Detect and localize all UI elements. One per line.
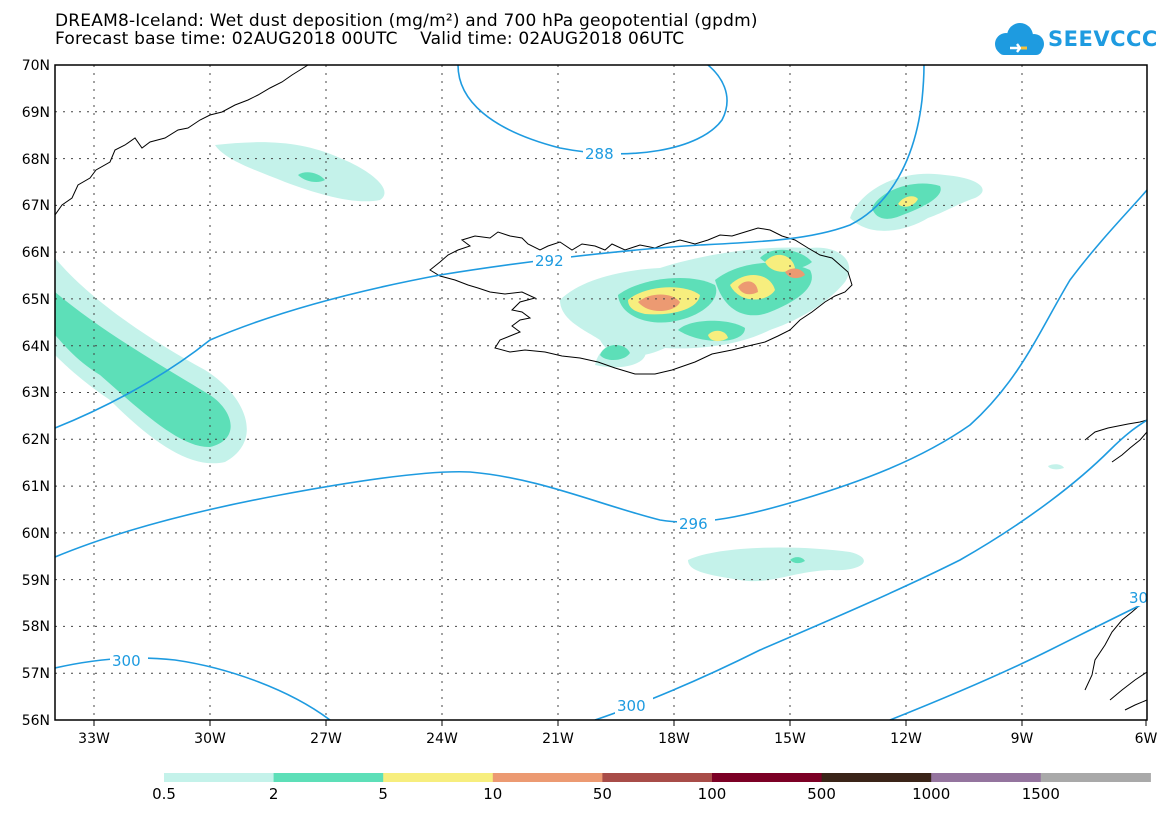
lat-label: 68N	[22, 152, 50, 168]
legend-swatch	[383, 773, 494, 782]
greenland-coast	[55, 65, 309, 216]
dust-patch	[738, 281, 758, 295]
lat-label: 63N	[22, 385, 50, 401]
legend-swatch	[931, 773, 1042, 782]
colorbar-legend: 0.5 2 5 10 50 100 500 1000 1500	[152, 773, 1151, 803]
legend-label: 2	[269, 785, 279, 803]
lon-label: 27W	[310, 731, 342, 747]
legend-label: 10	[483, 785, 502, 803]
contour-label-292: 292	[535, 252, 564, 270]
legend-label: 0.5	[152, 785, 176, 803]
lat-label: 57N	[22, 666, 50, 682]
contour-300-a	[55, 657, 331, 720]
contour-label-300-b: 300	[617, 697, 646, 715]
legend-swatch	[164, 773, 275, 782]
lat-label: 69N	[22, 105, 50, 121]
contour-288	[457, 65, 728, 155]
legend-swatch	[821, 773, 932, 782]
contour-label-300-c: 30	[1129, 589, 1148, 607]
dust-patch	[298, 172, 325, 183]
lon-label: 15W	[774, 731, 806, 747]
graticule	[55, 65, 1147, 720]
contour-296	[55, 189, 1147, 558]
dust-patch	[215, 142, 385, 202]
lon-label: 24W	[426, 731, 458, 747]
contour-label-296: 296	[679, 515, 708, 533]
contour-labels: 288 292 296 300 300 30	[110, 144, 1148, 715]
latitude-labels: 70N 69N 68N 67N 66N 65N 64N 63N 62N 61N …	[22, 58, 50, 729]
dust-patch	[898, 196, 918, 207]
lat-label: 58N	[22, 619, 50, 635]
dust-patch	[678, 320, 745, 342]
lon-label: 18W	[658, 731, 690, 747]
lon-label: 12W	[890, 731, 922, 747]
contour-300-c	[889, 601, 1147, 720]
legend-swatch	[273, 773, 384, 782]
legend-swatch	[712, 773, 823, 782]
legend-swatch	[492, 773, 603, 782]
lat-label: 65N	[22, 292, 50, 308]
dust-patch	[785, 268, 805, 279]
lon-label: 6W	[1135, 731, 1158, 747]
dust-patch	[688, 547, 864, 582]
lat-label: 61N	[22, 479, 50, 495]
lat-label: 59N	[22, 573, 50, 589]
dust-patch	[790, 557, 805, 564]
legend-label: 1000	[912, 785, 950, 803]
dust-patch	[708, 330, 728, 342]
title-line-1: DREAM8-Iceland: Wet dust deposition (mg/…	[55, 11, 758, 31]
dust-patch	[765, 254, 795, 272]
legend-swatch	[602, 773, 713, 782]
legend-label: 100	[698, 785, 727, 803]
longitude-labels: 33W 30W 27W 24W 21W 18W 15W 12W 9W 6W	[78, 731, 1157, 747]
legend-swatch	[1040, 773, 1151, 782]
map-frame	[54, 64, 1148, 721]
dust-patch	[55, 292, 231, 448]
lon-label: 21W	[542, 731, 574, 747]
dust-patch	[1048, 464, 1064, 470]
frame-ticks	[93, 720, 1147, 726]
title-line-2: Forecast base time: 02AUG2018 00UTC Vali…	[55, 29, 685, 49]
lat-label: 60N	[22, 526, 50, 542]
contour-label-288: 288	[585, 145, 614, 163]
lon-label: 9W	[1011, 731, 1034, 747]
faroe-shetland-coast	[1084, 419, 1147, 463]
lat-label: 70N	[22, 58, 50, 74]
lat-label: 66N	[22, 245, 50, 261]
lon-label: 30W	[194, 731, 226, 747]
lat-label: 56N	[22, 713, 50, 729]
iceland-coast	[429, 227, 853, 375]
legend-label: 50	[593, 785, 612, 803]
cloud-logo-icon	[995, 23, 1044, 55]
dust-deposition-field	[55, 142, 1064, 582]
lat-label: 62N	[22, 432, 50, 448]
contour-300-b	[594, 419, 1147, 720]
logo-text: SEEVCCC	[1048, 27, 1158, 51]
lat-label: 67N	[22, 198, 50, 214]
contour-label-300-a: 300	[112, 652, 141, 670]
legend-label: 1500	[1022, 785, 1060, 803]
lat-label: 64N	[22, 339, 50, 355]
contour-292	[55, 65, 925, 429]
legend-label: 500	[807, 785, 836, 803]
legend-label: 5	[378, 785, 388, 803]
lon-label: 33W	[78, 731, 110, 747]
dust-patch	[600, 344, 630, 361]
